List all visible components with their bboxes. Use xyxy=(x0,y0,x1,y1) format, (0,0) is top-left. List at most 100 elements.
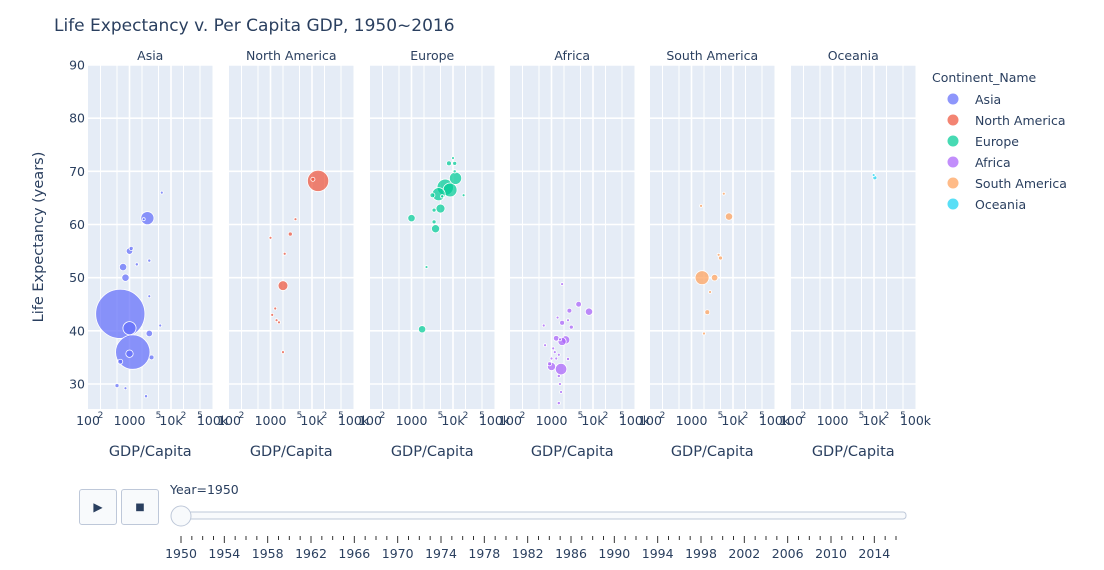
data-point[interactable] xyxy=(554,356,559,361)
year-slider[interactable]: Year=1950 1950 1954 1958 1962 1966 1970 1974 19… xyxy=(165,482,907,561)
data-point[interactable] xyxy=(158,323,163,328)
slider-tick-label[interactable]: 1950 xyxy=(165,546,197,561)
slider-tick-label[interactable]: 1994 xyxy=(642,546,674,561)
data-point[interactable] xyxy=(558,337,562,342)
slider-tick-label[interactable]: 2006 xyxy=(772,546,804,561)
data-point[interactable] xyxy=(282,251,287,256)
data-point[interactable] xyxy=(694,270,710,286)
data-point[interactable] xyxy=(134,262,139,267)
data-point[interactable] xyxy=(716,252,721,257)
data-point[interactable] xyxy=(431,219,437,225)
data-point[interactable] xyxy=(159,190,164,195)
slider-tick-label[interactable]: 2002 xyxy=(728,546,760,561)
data-point[interactable] xyxy=(584,307,594,316)
data-point[interactable] xyxy=(143,394,149,399)
data-point[interactable] xyxy=(552,335,560,342)
data-point[interactable] xyxy=(551,346,556,351)
data-point[interactable] xyxy=(128,245,134,251)
slider-tick-label[interactable]: 1986 xyxy=(555,546,587,561)
data-point[interactable] xyxy=(559,320,565,326)
data-point[interactable] xyxy=(555,315,560,320)
data-point[interactable] xyxy=(118,262,128,272)
data-point[interactable] xyxy=(95,288,146,339)
data-point[interactable] xyxy=(554,362,568,376)
data-point[interactable] xyxy=(560,282,564,286)
slider-tick-label[interactable]: 1990 xyxy=(598,546,630,561)
data-point[interactable] xyxy=(558,382,562,386)
slider-rail[interactable] xyxy=(179,511,907,520)
data-point[interactable] xyxy=(270,312,275,317)
data-point[interactable] xyxy=(418,325,427,334)
slider-handle[interactable] xyxy=(170,505,192,527)
data-point[interactable] xyxy=(452,160,458,166)
data-point[interactable] xyxy=(277,280,289,291)
legend-item[interactable]: South America xyxy=(947,176,1067,191)
slider-tick-label[interactable]: 1962 xyxy=(295,546,327,561)
legend-item[interactable]: North America xyxy=(947,113,1066,128)
data-point[interactable] xyxy=(556,401,561,406)
data-point[interactable] xyxy=(552,350,557,355)
play-button[interactable]: ▶ xyxy=(79,489,117,525)
data-point[interactable] xyxy=(565,356,571,362)
data-point[interactable] xyxy=(543,343,547,348)
data-point[interactable] xyxy=(123,386,128,391)
slider-tick-label[interactable]: 2014 xyxy=(858,546,890,561)
data-point[interactable] xyxy=(575,300,582,308)
data-point[interactable] xyxy=(446,160,452,167)
legend-item[interactable]: Oceania xyxy=(947,197,1027,212)
data-point[interactable] xyxy=(424,265,429,269)
data-point[interactable] xyxy=(268,235,273,240)
legend-item[interactable]: Europe xyxy=(947,134,1020,149)
slider-tick-label[interactable]: 1966 xyxy=(338,546,370,561)
data-point[interactable] xyxy=(871,173,876,177)
slider-tick-label[interactable]: 1958 xyxy=(252,546,284,561)
data-point[interactable] xyxy=(274,318,279,323)
slider-tick-label[interactable]: 1974 xyxy=(425,546,457,561)
data-point[interactable] xyxy=(122,321,137,336)
legend-item[interactable]: Asia xyxy=(947,92,1002,107)
slider-tick-label[interactable]: 1970 xyxy=(382,546,414,561)
data-point[interactable] xyxy=(125,349,134,358)
data-point[interactable] xyxy=(287,231,293,237)
data-point[interactable] xyxy=(721,191,726,196)
slider-tick-label[interactable]: 1998 xyxy=(685,546,717,561)
data-point[interactable] xyxy=(147,258,152,263)
slider-tick-label[interactable]: 2010 xyxy=(815,546,847,561)
data-point[interactable] xyxy=(431,207,437,213)
data-point[interactable] xyxy=(547,361,553,367)
data-point[interactable] xyxy=(145,329,153,338)
data-point[interactable] xyxy=(293,217,298,222)
data-point[interactable] xyxy=(310,176,316,182)
data-point[interactable] xyxy=(566,318,570,323)
data-point[interactable] xyxy=(452,169,457,174)
data-point[interactable] xyxy=(121,273,130,282)
data-point[interactable] xyxy=(141,217,146,222)
data-point[interactable] xyxy=(435,203,446,214)
data-point[interactable] xyxy=(140,211,155,226)
slider-tick-label[interactable]: 1982 xyxy=(512,546,544,561)
data-point[interactable] xyxy=(307,169,330,192)
data-point[interactable] xyxy=(704,309,711,316)
data-point[interactable] xyxy=(451,156,455,160)
data-point[interactable] xyxy=(724,212,734,221)
data-point[interactable] xyxy=(117,358,124,365)
data-point[interactable] xyxy=(440,194,445,199)
data-point[interactable] xyxy=(568,324,574,330)
slider-tick-label[interactable]: 1954 xyxy=(208,546,240,561)
data-point[interactable] xyxy=(407,214,416,223)
data-point[interactable] xyxy=(429,192,436,199)
slider-tick-label[interactable]: 1978 xyxy=(468,546,500,561)
data-point[interactable] xyxy=(556,373,561,379)
data-point[interactable] xyxy=(549,356,554,361)
data-point[interactable] xyxy=(273,306,278,311)
data-point[interactable] xyxy=(448,171,463,185)
data-point[interactable] xyxy=(702,331,706,336)
data-point[interactable] xyxy=(541,323,546,328)
data-point[interactable] xyxy=(556,352,561,357)
data-point[interactable] xyxy=(710,273,719,282)
data-point[interactable] xyxy=(461,193,466,198)
data-point[interactable] xyxy=(559,390,563,394)
legend-item[interactable]: Africa xyxy=(947,155,1011,170)
data-point[interactable] xyxy=(431,224,441,234)
data-point[interactable] xyxy=(147,294,152,299)
